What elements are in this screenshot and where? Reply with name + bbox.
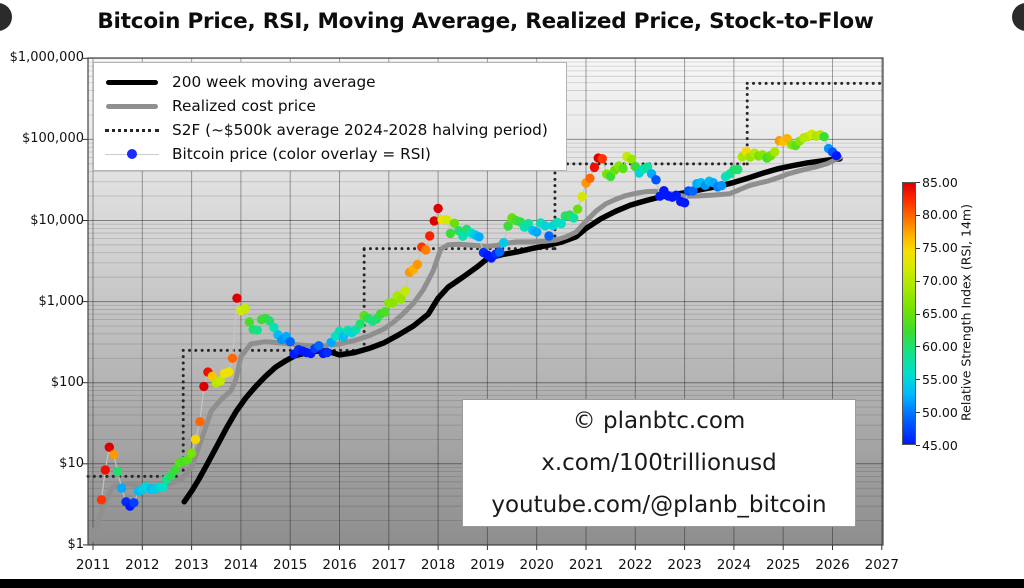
- watermark-x-handle: x.com/100trillionusd: [541, 450, 777, 476]
- blue-dot-icon: [127, 149, 137, 159]
- colorbar-tick: [916, 379, 920, 381]
- y-tick-label: $100: [50, 374, 84, 390]
- x-tick-label: 2022: [618, 557, 653, 573]
- x-tick-label: 2025: [766, 557, 801, 573]
- x-tick-label: 2020: [519, 557, 554, 573]
- x-tick-label: 2021: [568, 557, 604, 573]
- y-tick-label: $1,000: [38, 293, 85, 309]
- colorbar-tick-label: 45.00: [922, 437, 958, 453]
- legend-item-realized: Realized cost price: [104, 94, 556, 118]
- realized-line-sample: [104, 103, 160, 109]
- colorbar-tick: [916, 346, 920, 348]
- x-tick-label: 2015: [273, 557, 308, 573]
- colorbar-tick: [916, 313, 920, 315]
- x-tick-label: 2013: [174, 557, 209, 573]
- ma200-line-sample: [104, 79, 160, 85]
- colorbar-tick: [916, 214, 920, 216]
- colorbar-tick-label: 80.00: [922, 207, 958, 223]
- x-tick-label: 2011: [75, 557, 111, 573]
- x-tick-label: 2018: [420, 557, 456, 573]
- y-tick-label: $100,000: [21, 131, 84, 147]
- watermark-copyright: © planbtc.com: [572, 408, 746, 434]
- colorbar-tick: [916, 445, 920, 446]
- bottom-progress-bar: [0, 579, 1024, 588]
- x-tick-label: 2024: [716, 557, 752, 573]
- colorbar-tick: [916, 247, 920, 249]
- legend-label: Realized cost price: [172, 97, 316, 115]
- x-tick-label: 2012: [125, 557, 160, 573]
- colorbar-tick-label: 60.00: [922, 338, 958, 354]
- x-tick-label: 2014: [223, 557, 259, 573]
- watermark: © planbtc.com x.com/100trillionusd youtu…: [462, 399, 856, 527]
- legend-item-bitcoin-price: Bitcoin price (color overlay = RSI): [104, 142, 556, 166]
- s2f-dotted-line-sample: [104, 128, 160, 132]
- colorbar-tick-label: 85.00: [922, 174, 958, 190]
- legend-label: 200 week moving average: [172, 73, 376, 91]
- y-tick-label: $10,000: [30, 212, 84, 228]
- x-tick-label: 2027: [864, 557, 899, 573]
- legend-item-s2f: S2F (~$500k average 2024-2028 halving pe…: [104, 118, 556, 142]
- y-tick-label: $10: [59, 455, 84, 471]
- legend: 200 week moving average Realized cost pr…: [93, 62, 567, 171]
- x-tick-label: 2026: [815, 557, 850, 573]
- chart-title: Bitcoin Price, RSI, Moving Average, Real…: [97, 9, 874, 34]
- watermark-youtube-handle: youtube.com/@planb_bitcoin: [491, 492, 827, 518]
- colorbar-tick: [916, 182, 920, 183]
- x-tick-label: 2016: [322, 557, 357, 573]
- legend-label: S2F (~$500k average 2024-2028 halving pe…: [172, 121, 548, 139]
- x-tick-label: 2019: [470, 557, 505, 573]
- legend-label: Bitcoin price (color overlay = RSI): [172, 145, 431, 163]
- previous-slide-button[interactable]: [0, 3, 12, 31]
- colorbar-tick-label: 70.00: [922, 273, 958, 289]
- colorbar-tick-label: 50.00: [922, 404, 958, 420]
- x-tick-label: 2017: [371, 557, 406, 573]
- colorbar-tick-label: 55.00: [922, 371, 958, 387]
- y-tick-label: $1,000,000: [9, 50, 84, 66]
- bitcoin-price-dot-sample: [104, 149, 160, 159]
- rsi-colorbar-label: Relative Strength Index (RSI, 14m): [958, 204, 974, 421]
- next-slide-button[interactable]: [1012, 3, 1024, 31]
- rsi-colorbar: [902, 182, 916, 445]
- colorbar-tick: [916, 280, 920, 282]
- colorbar-tick-label: 65.00: [922, 306, 958, 321]
- x-tick-label: 2023: [667, 557, 702, 573]
- y-tick-label: $1: [67, 536, 84, 552]
- legend-item-200wma: 200 week moving average: [104, 70, 556, 94]
- colorbar-tick: [916, 412, 920, 414]
- colorbar-tick-label: 75.00: [922, 240, 958, 256]
